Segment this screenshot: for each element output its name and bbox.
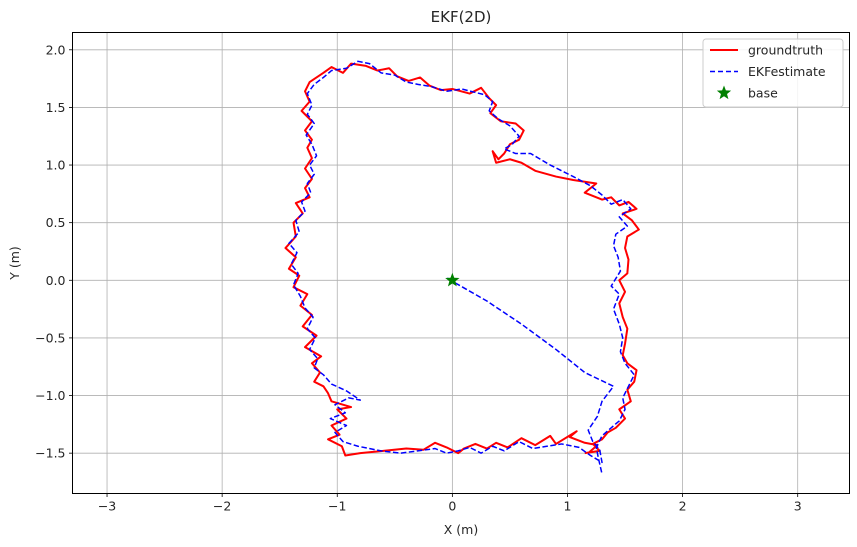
x-tick-label: −2 xyxy=(213,499,231,514)
legend-ekfestimate-label: EKFestimate xyxy=(748,64,826,79)
series-group xyxy=(284,60,640,475)
x-axis-label: X (m) xyxy=(444,522,478,537)
legend: groundtruth EKFestimate base xyxy=(702,38,844,108)
x-tick-label: −1 xyxy=(328,499,346,514)
y-tick-label: 2.0 xyxy=(46,42,66,57)
plot-frame xyxy=(72,32,850,494)
x-tick-label: 0 xyxy=(448,499,456,514)
y-tick-label: 0.5 xyxy=(46,215,66,230)
groundtruth-line xyxy=(284,62,640,457)
ekfestimate-line xyxy=(288,60,635,475)
y-axis-label: Y (m) xyxy=(7,246,22,281)
y-tick-label: 1.0 xyxy=(46,158,66,173)
base-marker xyxy=(445,272,460,287)
y-tick-label: −1.0 xyxy=(35,388,65,403)
x-tick-label: 3 xyxy=(794,499,802,514)
chart-title: EKF(2D) xyxy=(431,8,492,26)
y-tick-label: 0.0 xyxy=(46,273,66,288)
legend-base-swatch xyxy=(716,85,732,100)
y-tick-label: −1.5 xyxy=(35,446,65,461)
x-tick-label: −3 xyxy=(98,499,116,514)
legend-box xyxy=(702,38,844,108)
x-tick-label: 1 xyxy=(564,499,572,514)
y-tick-label: 1.5 xyxy=(46,100,66,115)
x-tick-label: 2 xyxy=(679,499,687,514)
axis-ticks: −3 −2 −1 0 1 2 3 −1.5 −1.0 −0.5 0.0 0.5 1.0 1.5 2.0 xyxy=(35,42,802,513)
legend-base-label: base xyxy=(748,86,778,101)
y-tick-label: −0.5 xyxy=(35,330,65,345)
legend-groundtruth-label: groundtruth xyxy=(748,43,823,58)
